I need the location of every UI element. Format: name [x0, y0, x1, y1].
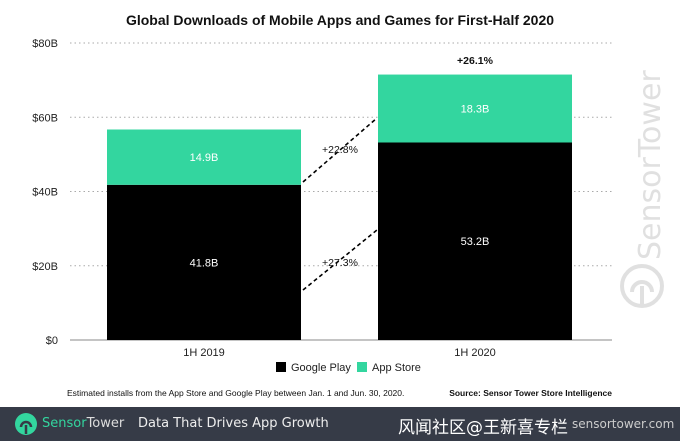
- legend-swatch-google-play: [276, 362, 286, 372]
- watermark-logo-icon: [620, 264, 664, 308]
- sensortower-logo-icon: [15, 413, 37, 435]
- y-tick-label: $40B: [32, 187, 58, 199]
- bar-data-label: 18.3B: [461, 104, 490, 116]
- footnote: Estimated installs from the App Store an…: [67, 388, 404, 398]
- app-store-growth-label: +22.8%: [322, 144, 358, 156]
- y-tick-label: $20B: [32, 261, 58, 273]
- bar-data-label: 14.9B: [190, 152, 219, 164]
- bar-segment: [107, 129, 301, 185]
- brand-tower: Tower: [86, 416, 125, 431]
- chart-title: Global Downloads of Mobile Apps and Game…: [126, 12, 554, 28]
- google-play-growth-connector: [302, 229, 378, 291]
- y-tick-label: $0: [46, 335, 58, 347]
- bar-segment: [378, 142, 572, 340]
- total-growth-label: +26.1%: [457, 55, 494, 67]
- source-note: Source: Sensor Tower Store Intelligence: [449, 388, 612, 398]
- x-tick-label: 1H 2020: [454, 347, 496, 359]
- sensortower-watermark: SensorTower: [633, 70, 668, 260]
- bar-data-label: 41.8B: [190, 257, 219, 269]
- brand-sensor: Sensor: [42, 416, 87, 431]
- y-tick-label: $60B: [32, 112, 58, 124]
- legend-app-store: App Store: [372, 362, 421, 374]
- overlay-watermark-text: 风闻社区@王新喜专栏: [398, 418, 568, 438]
- app-store-growth-connector: [302, 117, 378, 183]
- y-tick-label: $80B: [32, 38, 58, 50]
- bar-data-label: 53.2B: [461, 236, 490, 248]
- brand-name: SensorTower: [42, 416, 124, 431]
- legend-swatch-app-store: [357, 362, 367, 372]
- footer-url: sensortower.com: [572, 417, 675, 431]
- x-tick-label: 1H 2019: [183, 347, 225, 359]
- google-play-growth-label: +27.3%: [322, 257, 358, 269]
- bar-segment: [378, 74, 572, 143]
- bar-segment: [107, 184, 301, 340]
- tagline: Data That Drives App Growth: [138, 416, 329, 431]
- watermark-text: SensorTower: [633, 70, 668, 260]
- legend-google-play: Google Play: [291, 362, 351, 374]
- legend: Google Play App Store: [276, 362, 421, 374]
- footer-bar: SensorTower Data That Drives App Growth …: [0, 407, 680, 441]
